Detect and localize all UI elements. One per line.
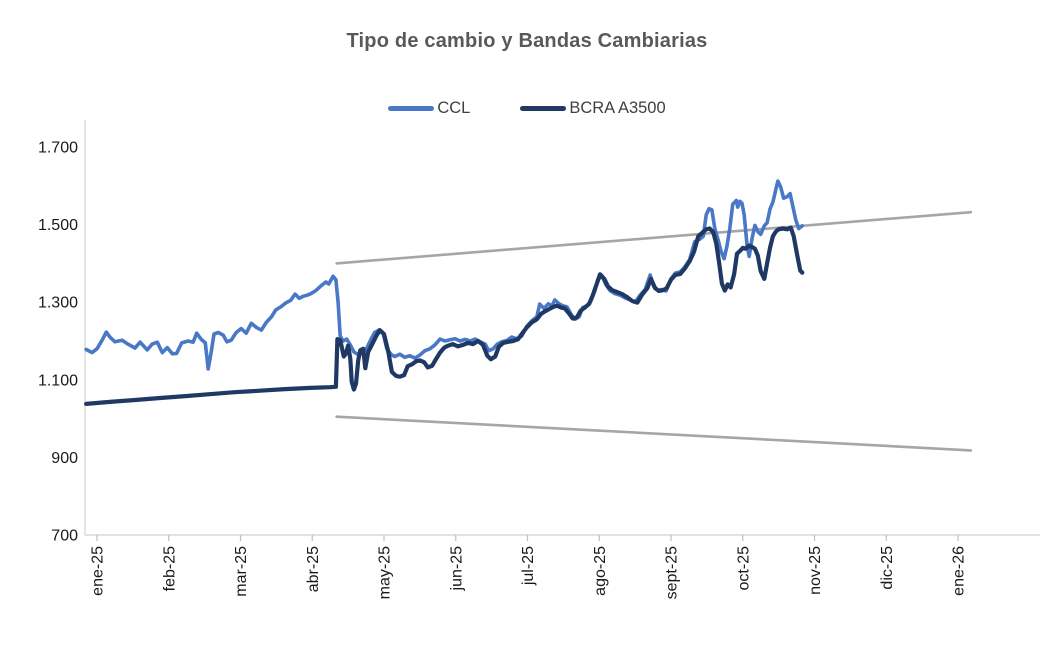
series-banda-superior-line [335, 210, 973, 265]
x-tick-label: ene-26 [951, 546, 968, 596]
y-tick-label: 1.100 [38, 372, 78, 389]
legend-item-ccl: CCL [388, 99, 470, 118]
x-tick-label: jun-25 [448, 546, 465, 592]
x-tick-label: sept-25 [664, 546, 681, 599]
series-banda-inferior-line [335, 415, 973, 452]
x-tick-label: abr-25 [305, 546, 322, 592]
y-tick-label: 1.300 [38, 295, 78, 312]
x-tick-label: jul-25 [520, 546, 537, 586]
chart-legend: CCL BCRA A3500 [0, 99, 1054, 118]
x-tick-label: oct-25 [735, 546, 752, 591]
x-tick-label: may-25 [377, 546, 394, 599]
y-tick-label: 1.700 [38, 140, 78, 157]
bcra-line-swatch-icon [520, 106, 567, 111]
x-tick-label: ago-25 [592, 546, 609, 596]
x-tick-label: mar-25 [233, 546, 250, 597]
x-tick-label: feb-25 [161, 546, 178, 591]
y-tick-label: 1.500 [38, 217, 78, 234]
x-tick-label: nov-25 [807, 546, 824, 595]
series-ccl-line [84, 179, 805, 371]
chart-title: Tipo de cambio y Bandas Cambiarias [346, 30, 708, 52]
series-bcra-a3500-line [84, 225, 805, 406]
ccl-line-swatch-icon [388, 106, 435, 111]
y-tick-label: 700 [51, 528, 78, 545]
x-tick-label: ene-25 [90, 546, 107, 596]
legend-label-bcra: BCRA A3500 [569, 99, 666, 117]
legend-item-bcra: BCRA A3500 [520, 99, 666, 118]
x-tick-label: dic-25 [879, 546, 896, 590]
legend-label-ccl: CCL [437, 99, 471, 117]
y-tick-label: 900 [51, 450, 78, 467]
